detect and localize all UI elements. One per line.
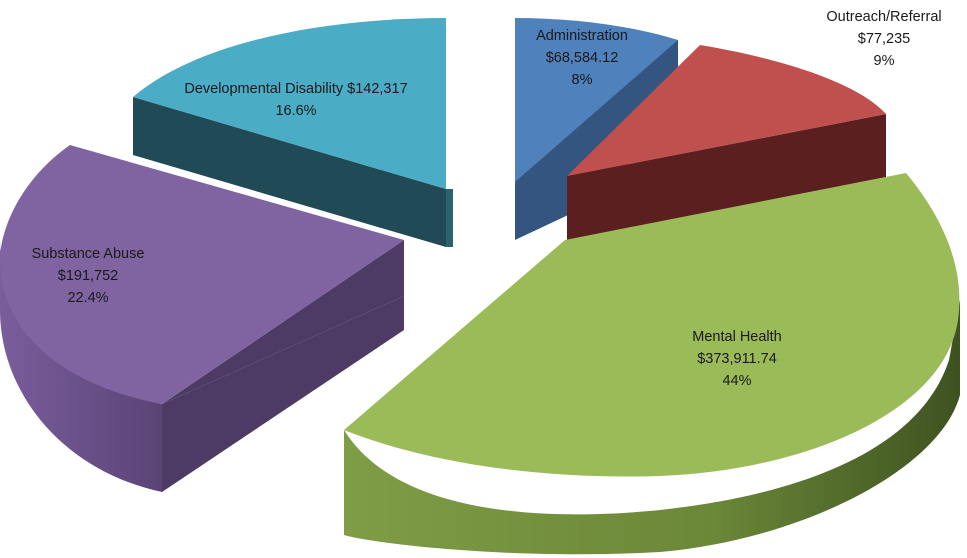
- label-mental-health-percent: 44%: [722, 373, 751, 389]
- label-mental-health-value: $373,911.74: [697, 351, 777, 367]
- label-developmental-disability-name-value: Developmental Disability $142,317: [184, 81, 407, 97]
- slice-tops: [0, 18, 960, 477]
- slice-side-substance-abuse: [0, 240, 162, 492]
- label-substance-abuse-name: Substance Abuse: [32, 246, 145, 262]
- slice-side-outreach-referral: [567, 114, 886, 240]
- slice-substance-abuse: [0, 145, 404, 404]
- label-administration-value: $68,584.12: [546, 50, 619, 66]
- data-labels: Administration $68,584.12 8% Outreach/Re…: [32, 9, 942, 389]
- slice-side-mental-health: [344, 300, 960, 555]
- label-developmental-disability-percent: 16.6%: [275, 103, 316, 119]
- label-administration-name: Administration: [536, 28, 628, 44]
- slice-side-developmental-disability: [133, 97, 446, 247]
- label-substance-abuse-percent: 22.4%: [67, 290, 108, 306]
- slice-developmental-disability: [133, 18, 446, 189]
- label-outreach-referral-value: $77,235: [858, 31, 910, 47]
- slice-mental-health: [344, 173, 960, 477]
- label-substance-abuse-value: $191,752: [58, 268, 118, 284]
- slice-administration: [515, 18, 678, 182]
- slice-side-developmental-disability-inner: [446, 189, 453, 247]
- label-outreach-referral-percent: 9%: [874, 53, 895, 69]
- label-administration-percent: 8%: [572, 72, 593, 88]
- label-outreach-referral-name: Outreach/Referral: [826, 9, 941, 25]
- slice-side-substance-abuse-inner2: [162, 296, 404, 492]
- slice-outreach-referral: [567, 45, 886, 176]
- label-mental-health-name: Mental Health: [692, 329, 781, 345]
